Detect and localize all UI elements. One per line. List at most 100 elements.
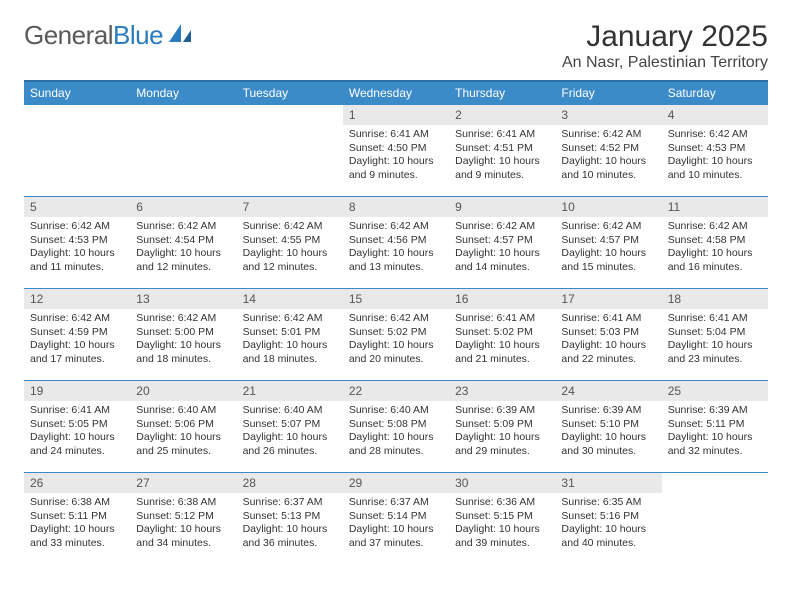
day-number: 16 [449, 289, 555, 309]
day-number: 30 [449, 473, 555, 493]
day-details: Sunrise: 6:36 AMSunset: 5:15 PMDaylight:… [449, 493, 555, 555]
day-number: 1 [343, 105, 449, 125]
day-number: 25 [662, 381, 768, 401]
calendar-cell: 23Sunrise: 6:39 AMSunset: 5:09 PMDayligh… [449, 381, 555, 473]
day-number: 15 [343, 289, 449, 309]
calendar-cell: 20Sunrise: 6:40 AMSunset: 5:06 PMDayligh… [130, 381, 236, 473]
calendar-cell [24, 105, 130, 197]
day-details: Sunrise: 6:42 AMSunset: 4:53 PMDaylight:… [24, 217, 130, 279]
logo-text-1: General [24, 20, 113, 51]
day-number: 28 [237, 473, 343, 493]
day-number: 21 [237, 381, 343, 401]
day-number: 24 [555, 381, 661, 401]
page-title: January 2025 [586, 20, 768, 54]
day-details: Sunrise: 6:42 AMSunset: 4:54 PMDaylight:… [130, 217, 236, 279]
day-details: Sunrise: 6:42 AMSunset: 4:56 PMDaylight:… [343, 217, 449, 279]
day-details: Sunrise: 6:37 AMSunset: 5:14 PMDaylight:… [343, 493, 449, 555]
day-number: 7 [237, 197, 343, 217]
calendar-cell: 28Sunrise: 6:37 AMSunset: 5:13 PMDayligh… [237, 473, 343, 565]
calendar-cell [237, 105, 343, 197]
day-details: Sunrise: 6:39 AMSunset: 5:10 PMDaylight:… [555, 401, 661, 463]
logo: GeneralBlue [24, 20, 193, 51]
day-details: Sunrise: 6:42 AMSunset: 4:57 PMDaylight:… [555, 217, 661, 279]
day-number: 4 [662, 105, 768, 125]
day-details: Sunrise: 6:41 AMSunset: 4:50 PMDaylight:… [343, 125, 449, 187]
col-monday: Monday [130, 81, 236, 105]
calendar-cell: 8Sunrise: 6:42 AMSunset: 4:56 PMDaylight… [343, 197, 449, 289]
calendar-week-row: 5Sunrise: 6:42 AMSunset: 4:53 PMDaylight… [24, 197, 768, 289]
logo-sail-icon [167, 20, 193, 51]
calendar-cell: 27Sunrise: 6:38 AMSunset: 5:12 PMDayligh… [130, 473, 236, 565]
calendar-week-row: 12Sunrise: 6:42 AMSunset: 4:59 PMDayligh… [24, 289, 768, 381]
day-number: 9 [449, 197, 555, 217]
calendar-cell: 16Sunrise: 6:41 AMSunset: 5:02 PMDayligh… [449, 289, 555, 381]
day-number: 26 [24, 473, 130, 493]
calendar-cell: 26Sunrise: 6:38 AMSunset: 5:11 PMDayligh… [24, 473, 130, 565]
day-details: Sunrise: 6:40 AMSunset: 5:07 PMDaylight:… [237, 401, 343, 463]
day-details: Sunrise: 6:42 AMSunset: 4:52 PMDaylight:… [555, 125, 661, 187]
calendar-cell: 5Sunrise: 6:42 AMSunset: 4:53 PMDaylight… [24, 197, 130, 289]
day-details: Sunrise: 6:41 AMSunset: 5:04 PMDaylight:… [662, 309, 768, 371]
day-number: 18 [662, 289, 768, 309]
day-number: 23 [449, 381, 555, 401]
day-details: Sunrise: 6:42 AMSunset: 5:00 PMDaylight:… [130, 309, 236, 371]
calendar-week-row: 19Sunrise: 6:41 AMSunset: 5:05 PMDayligh… [24, 381, 768, 473]
logo-text-2: Blue [113, 20, 163, 51]
day-details: Sunrise: 6:42 AMSunset: 4:59 PMDaylight:… [24, 309, 130, 371]
day-number: 5 [24, 197, 130, 217]
col-saturday: Saturday [662, 81, 768, 105]
day-number: 17 [555, 289, 661, 309]
calendar-cell: 3Sunrise: 6:42 AMSunset: 4:52 PMDaylight… [555, 105, 661, 197]
calendar-header-row: Sunday Monday Tuesday Wednesday Thursday… [24, 81, 768, 105]
day-details: Sunrise: 6:38 AMSunset: 5:12 PMDaylight:… [130, 493, 236, 555]
calendar-cell: 30Sunrise: 6:36 AMSunset: 5:15 PMDayligh… [449, 473, 555, 565]
col-friday: Friday [555, 81, 661, 105]
day-number: 22 [343, 381, 449, 401]
day-details: Sunrise: 6:41 AMSunset: 5:03 PMDaylight:… [555, 309, 661, 371]
day-details: Sunrise: 6:40 AMSunset: 5:08 PMDaylight:… [343, 401, 449, 463]
day-details: Sunrise: 6:35 AMSunset: 5:16 PMDaylight:… [555, 493, 661, 555]
calendar-cell: 25Sunrise: 6:39 AMSunset: 5:11 PMDayligh… [662, 381, 768, 473]
day-details: Sunrise: 6:42 AMSunset: 4:58 PMDaylight:… [662, 217, 768, 279]
day-number [24, 105, 130, 111]
day-number: 11 [662, 197, 768, 217]
calendar-week-row: 26Sunrise: 6:38 AMSunset: 5:11 PMDayligh… [24, 473, 768, 565]
day-number: 27 [130, 473, 236, 493]
day-number: 6 [130, 197, 236, 217]
calendar-cell: 31Sunrise: 6:35 AMSunset: 5:16 PMDayligh… [555, 473, 661, 565]
calendar-cell: 7Sunrise: 6:42 AMSunset: 4:55 PMDaylight… [237, 197, 343, 289]
calendar-cell: 10Sunrise: 6:42 AMSunset: 4:57 PMDayligh… [555, 197, 661, 289]
calendar-cell: 1Sunrise: 6:41 AMSunset: 4:50 PMDaylight… [343, 105, 449, 197]
day-details: Sunrise: 6:38 AMSunset: 5:11 PMDaylight:… [24, 493, 130, 555]
day-details: Sunrise: 6:42 AMSunset: 5:01 PMDaylight:… [237, 309, 343, 371]
calendar-cell: 18Sunrise: 6:41 AMSunset: 5:04 PMDayligh… [662, 289, 768, 381]
day-details: Sunrise: 6:42 AMSunset: 5:02 PMDaylight:… [343, 309, 449, 371]
day-number: 2 [449, 105, 555, 125]
day-details: Sunrise: 6:37 AMSunset: 5:13 PMDaylight:… [237, 493, 343, 555]
calendar-cell [662, 473, 768, 565]
day-number: 3 [555, 105, 661, 125]
calendar-cell: 13Sunrise: 6:42 AMSunset: 5:00 PMDayligh… [130, 289, 236, 381]
day-details: Sunrise: 6:40 AMSunset: 5:06 PMDaylight:… [130, 401, 236, 463]
day-details: Sunrise: 6:41 AMSunset: 4:51 PMDaylight:… [449, 125, 555, 187]
calendar-cell: 4Sunrise: 6:42 AMSunset: 4:53 PMDaylight… [662, 105, 768, 197]
col-sunday: Sunday [24, 81, 130, 105]
calendar-cell: 15Sunrise: 6:42 AMSunset: 5:02 PMDayligh… [343, 289, 449, 381]
day-number: 14 [237, 289, 343, 309]
calendar-cell: 12Sunrise: 6:42 AMSunset: 4:59 PMDayligh… [24, 289, 130, 381]
day-number: 29 [343, 473, 449, 493]
day-number [237, 105, 343, 111]
day-number [130, 105, 236, 111]
calendar-cell: 2Sunrise: 6:41 AMSunset: 4:51 PMDaylight… [449, 105, 555, 197]
calendar-cell: 11Sunrise: 6:42 AMSunset: 4:58 PMDayligh… [662, 197, 768, 289]
day-number: 12 [24, 289, 130, 309]
day-details: Sunrise: 6:42 AMSunset: 4:53 PMDaylight:… [662, 125, 768, 187]
day-details: Sunrise: 6:39 AMSunset: 5:09 PMDaylight:… [449, 401, 555, 463]
col-thursday: Thursday [449, 81, 555, 105]
calendar-cell: 22Sunrise: 6:40 AMSunset: 5:08 PMDayligh… [343, 381, 449, 473]
calendar-cell: 6Sunrise: 6:42 AMSunset: 4:54 PMDaylight… [130, 197, 236, 289]
calendar-cell: 21Sunrise: 6:40 AMSunset: 5:07 PMDayligh… [237, 381, 343, 473]
calendar-cell [130, 105, 236, 197]
day-details: Sunrise: 6:39 AMSunset: 5:11 PMDaylight:… [662, 401, 768, 463]
calendar-week-row: 1Sunrise: 6:41 AMSunset: 4:50 PMDaylight… [24, 105, 768, 197]
